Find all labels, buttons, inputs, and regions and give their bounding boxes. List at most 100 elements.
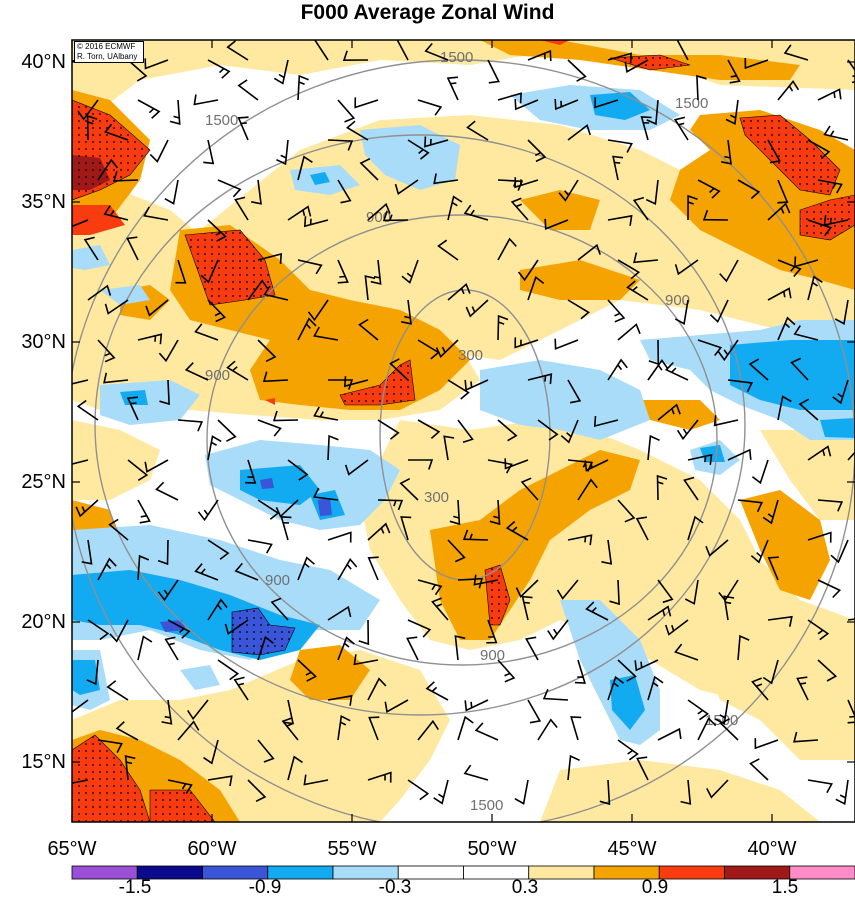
wind-barb: [807, 139, 831, 160]
wind-barb: [527, 373, 553, 385]
wind-barb: [263, 285, 289, 301]
wind-barb: [327, 694, 353, 706]
wind-barb: [247, 779, 267, 803]
wind-barb: [97, 739, 123, 753]
wind-barb: [777, 259, 802, 278]
contour-label: 300: [458, 347, 483, 364]
wind-barb: [194, 563, 219, 581]
wind-barb: [737, 179, 761, 200]
wind-barb: [257, 739, 275, 763]
wind-barb: [200, 259, 219, 284]
wind-barb: [86, 114, 98, 141]
wind-barb: [149, 139, 169, 163]
wind-barb: [687, 194, 698, 221]
wind-barb: [464, 379, 489, 392]
wind-barb: [443, 435, 455, 461]
wind-barb: [164, 179, 179, 205]
wind-barb: [424, 136, 449, 148]
wind-barb: [367, 771, 392, 783]
wind-barb: [137, 635, 153, 661]
wind-barb: [567, 754, 580, 781]
wind-barb: [327, 139, 354, 151]
contour-label: 1500: [675, 95, 708, 112]
wind-barb: [593, 415, 619, 428]
wind-barb: [521, 595, 533, 621]
wind-barb: [207, 539, 230, 560]
wind-barb: [155, 481, 179, 501]
wind-barb: [447, 379, 470, 400]
wind-barb: [234, 562, 259, 581]
wind-barb: [751, 459, 769, 485]
wind-barb: [126, 396, 139, 421]
wind-barb: [297, 556, 315, 581]
wind-barb: [407, 619, 432, 638]
wind-barb: [207, 775, 233, 787]
wind-barb: [497, 419, 518, 442]
wind-barb: [832, 379, 849, 405]
map-frame: [71, 39, 855, 823]
wind-barb: [382, 210, 409, 222]
colorbar: [71, 865, 855, 880]
wind-barb: [721, 139, 732, 165]
wind-barb: [617, 323, 641, 341]
wind-barb: [585, 601, 609, 621]
wind-barb: [497, 92, 522, 104]
wind-barb: [124, 755, 136, 781]
wind-barbs: [72, 40, 855, 806]
wind-barb: [384, 699, 409, 713]
wind-barb: [396, 40, 409, 61]
wind-barb: [607, 214, 633, 226]
wind-barb: [577, 478, 598, 501]
wind-barb: [417, 99, 443, 116]
wind-barb: [664, 619, 689, 636]
wind-barb: [749, 758, 769, 781]
wind-barb: [401, 299, 412, 325]
wind-barb: [353, 654, 379, 666]
wind-barb: [807, 275, 823, 301]
wind-barb: [617, 659, 637, 682]
wind-barb: [744, 57, 769, 70]
wind-barb: [847, 451, 855, 461]
wind-barb: [245, 459, 257, 484]
wind-barb: [647, 434, 660, 461]
wind-barb: [790, 357, 809, 381]
wind-barb: [594, 97, 619, 109]
wind-barb: [599, 779, 611, 806]
wind-barb: [207, 219, 227, 242]
wind-barb: [466, 120, 489, 141]
wind-barb: [337, 99, 356, 123]
wind-barb: [207, 598, 228, 621]
wind-barb: [108, 518, 129, 541]
wind-barb: [807, 219, 833, 237]
wind-barb: [674, 299, 689, 325]
wind-barb: [674, 643, 699, 661]
wind-barb: [167, 779, 193, 795]
wind-barb: [558, 179, 579, 202]
stippling: [72, 54, 855, 822]
wind-barb: [303, 774, 329, 786]
wind-barb: [127, 59, 148, 82]
wind-barb: [817, 499, 844, 512]
wind-barb: [796, 676, 809, 701]
wind-barb: [399, 477, 419, 501]
wind-barb: [646, 99, 659, 126]
wind-barb: [687, 515, 704, 541]
wind-barb: [570, 716, 582, 741]
colorbar-label: -0.3: [378, 877, 412, 898]
wind-barb: [696, 74, 707, 101]
wind-barb: [647, 359, 669, 381]
wind-barb: [297, 317, 317, 341]
wind-barb: [157, 579, 179, 602]
wind-barb: [283, 699, 295, 725]
wind-barb: [417, 419, 441, 440]
wind-barb: [567, 379, 582, 404]
wind-barb: [560, 419, 579, 444]
contour-label: 900: [265, 572, 290, 589]
wind-barb: [104, 299, 129, 315]
wind-barb: [487, 59, 500, 84]
wind-barb: [217, 419, 237, 442]
wind-barb: [830, 539, 849, 564]
wind-barb: [706, 779, 729, 799]
wind-barb: [346, 120, 369, 141]
